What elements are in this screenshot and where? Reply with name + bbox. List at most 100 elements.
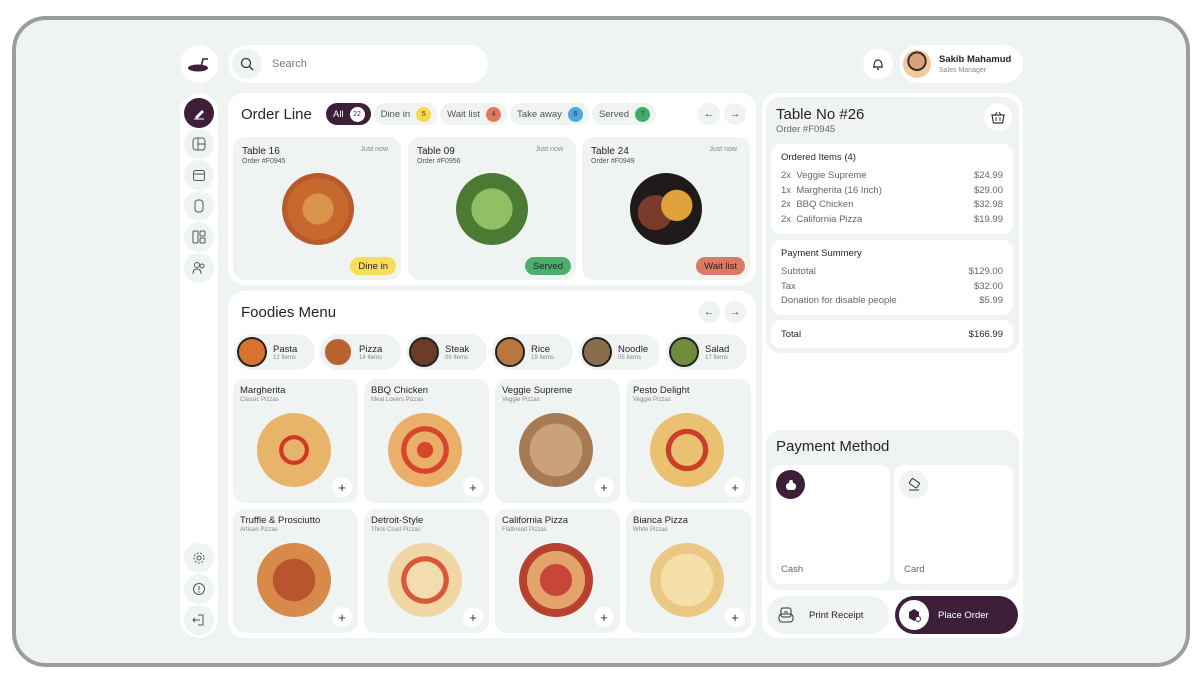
sidebar-item-dashboard[interactable] <box>184 222 214 252</box>
menu-item[interactable]: Detroit-Style Thick Crust Pizzas + <box>364 509 489 633</box>
user-name: Sakib Mahamud <box>939 54 1012 65</box>
ordered-items-title: Ordered Items (4) <box>781 152 856 163</box>
pizza-image <box>257 543 331 617</box>
order-food-image <box>630 173 702 245</box>
payment-cash-label: Cash <box>781 564 804 575</box>
category-pasta[interactable]: Pasta 12 Items <box>234 334 315 370</box>
add-button[interactable]: + <box>594 477 614 497</box>
print-receipt-button[interactable]: Print Receipt <box>767 596 889 634</box>
pizza-image <box>388 413 462 487</box>
device-icon <box>194 199 204 213</box>
user-profile[interactable]: Sakib Mahamud Sales Manager <box>899 45 1023 83</box>
pizza-image <box>388 543 462 617</box>
clear-cart-button[interactable] <box>984 103 1012 131</box>
total-label: Total <box>781 328 802 340</box>
sidebar-item-logout[interactable] <box>184 605 214 635</box>
menu-item[interactable]: Margherita Classic Pizzas + <box>233 379 358 503</box>
menu-item[interactable]: California Pizza Flatbread Pizzas + <box>495 509 620 633</box>
users-icon <box>192 262 205 275</box>
count-badge: 22 <box>349 106 365 122</box>
status-badge: Served <box>524 257 571 275</box>
sidebar-item-info[interactable] <box>184 574 214 604</box>
add-button[interactable]: + <box>463 607 483 627</box>
add-button[interactable]: + <box>332 477 352 497</box>
order-time: Just now <box>535 146 563 153</box>
category-noodle[interactable]: Noodle 05 Items <box>579 334 660 370</box>
search-input[interactable]: Search <box>272 58 307 70</box>
sidebar-item-users[interactable] <box>184 253 214 283</box>
category-salad[interactable]: Salad 17 Items <box>666 334 747 370</box>
sidebar-item-layout[interactable] <box>184 129 214 159</box>
cart-item: 2x BBQ Chicken $32.98 <box>781 199 1003 210</box>
menu-item[interactable]: Veggie Supreme Veggie Pizzas + <box>495 379 620 503</box>
filter-served[interactable]: Served 7 <box>591 103 657 125</box>
order-card[interactable]: Table 09 Order #F0956 Just now Served <box>408 137 576 280</box>
filter-take-away[interactable]: Take away 6 <box>510 103 589 125</box>
menu-item[interactable]: Pesto Delight Veggie Pizzas + <box>626 379 751 503</box>
payment-summary-card: Payment Summery Subtotal $129.00 Tax $32.0… <box>771 240 1013 315</box>
menu-item[interactable]: Truffle & Prosciutto Artisan Pizzas + <box>233 509 358 633</box>
logout-icon <box>192 614 204 626</box>
menu-title: Foodies Menu <box>241 304 337 321</box>
order-time: Just now <box>360 146 388 153</box>
category-rice[interactable]: Rice 19 Items <box>492 334 573 370</box>
order-filters: All 22 Dine in 5 Wait list 4 Take away 6 Ser… <box>326 103 659 125</box>
order-time: Just now <box>709 146 737 153</box>
add-button[interactable]: + <box>725 477 745 497</box>
logo[interactable] <box>180 45 218 83</box>
sidebar-item-settings[interactable] <box>184 543 214 573</box>
payment-cash[interactable]: Cash <box>771 465 890 584</box>
menu-item[interactable]: Bianca Pizza White Pizzas + <box>626 509 751 633</box>
sidebar-item-edit[interactable] <box>184 98 214 128</box>
payment-card[interactable]: Card <box>894 465 1013 584</box>
order-id: Order #F0949 <box>591 158 635 165</box>
filter-all[interactable]: All 22 <box>326 103 371 125</box>
category-image <box>237 337 267 367</box>
menu-next-button[interactable]: → <box>724 301 746 323</box>
search-bar[interactable]: Search <box>228 45 488 83</box>
category-image <box>582 337 612 367</box>
arrow-left-icon: ← <box>704 108 714 120</box>
total-card: Total $166.99 <box>771 320 1013 348</box>
add-button[interactable]: + <box>594 607 614 627</box>
notification-button[interactable] <box>863 49 893 79</box>
payment-method-title: Payment Method <box>776 438 890 455</box>
order-next-button[interactable]: → <box>724 103 746 125</box>
logo-icon <box>188 58 208 72</box>
order-prev-button[interactable]: ← <box>698 103 720 125</box>
basket-icon <box>991 111 1005 124</box>
order-id: Order #F0945 <box>242 158 286 165</box>
menu-item[interactable]: BBQ Chicken Meat Lovers Pizzas + <box>364 379 489 503</box>
category-image <box>669 337 699 367</box>
receipt-icon <box>778 607 794 623</box>
order-card[interactable]: Table 16 Order #F0945 Just now Dine in <box>233 137 401 280</box>
add-button[interactable]: + <box>332 607 352 627</box>
menu-prev-button[interactable]: ← <box>698 301 720 323</box>
place-order-button[interactable]: Place Order <box>895 596 1018 634</box>
box-icon <box>899 600 929 630</box>
category-steak[interactable]: Steak 09 Items <box>406 334 487 370</box>
bell-icon <box>873 59 883 70</box>
order-card[interactable]: Table 24 Order #F0949 Just now Wait list <box>582 137 750 280</box>
filter-wait-list[interactable]: Wait list 4 <box>440 103 508 125</box>
add-button[interactable]: + <box>725 607 745 627</box>
cart-item: 2x Veggie Supreme $24.99 <box>781 170 1003 181</box>
order-food-image <box>282 173 354 245</box>
pizza-image <box>650 413 724 487</box>
category-image <box>495 337 525 367</box>
pizza-image <box>650 543 724 617</box>
sidebar-item-device[interactable] <box>184 191 214 221</box>
order-table: Table 16 <box>242 146 280 157</box>
add-button[interactable]: + <box>463 477 483 497</box>
total-value: $166.99 <box>968 328 1003 340</box>
summary-row: Subtotal $129.00 <box>781 266 1003 277</box>
cash-icon <box>776 470 805 499</box>
category-pizza[interactable]: Pizza 14 Items <box>320 334 401 370</box>
search-icon <box>232 49 262 79</box>
order-line-title: Order Line <box>241 106 312 123</box>
pizza-image <box>257 413 331 487</box>
filter-dine-in[interactable]: Dine in 5 <box>373 103 438 125</box>
status-badge: Wait list <box>696 257 745 275</box>
ordered-items-card: Ordered Items (4) 2x Veggie Supreme $24.9… <box>771 144 1013 234</box>
sidebar-item-calendar[interactable] <box>184 160 214 190</box>
